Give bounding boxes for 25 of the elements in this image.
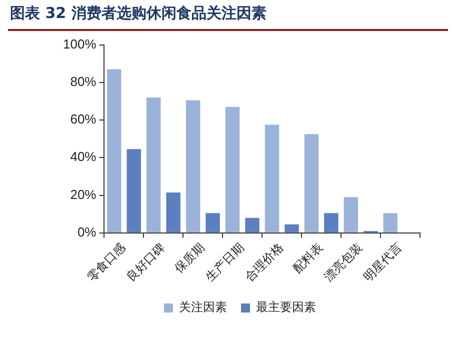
y-tick-label: 0% <box>77 224 97 240</box>
bar <box>126 149 141 232</box>
y-tick-label: 80% <box>70 74 97 89</box>
x-tick-label: 零食口感 <box>84 240 128 284</box>
bar <box>344 197 358 232</box>
legend-label: 关注因素 <box>179 300 227 314</box>
y-tick-label: 20% <box>70 186 97 202</box>
bar <box>225 106 240 232</box>
bar <box>107 69 122 232</box>
bar <box>383 213 398 232</box>
legend-label: 最主要因素 <box>256 300 316 314</box>
bar <box>146 97 161 232</box>
bar <box>304 134 319 232</box>
bar <box>166 192 180 232</box>
bar <box>324 213 338 232</box>
bar <box>264 124 280 232</box>
bar <box>186 100 200 232</box>
bar <box>284 224 299 232</box>
y-tick-label: 100% <box>63 36 97 52</box>
bar <box>245 218 260 232</box>
y-tick-label: 60% <box>70 112 97 127</box>
bar <box>206 213 220 232</box>
x-tick-label: 保质期 <box>172 240 208 276</box>
chart-title: 图表 32 消费者选购休闲食品关注因素 <box>10 4 266 23</box>
y-tick-label: 40% <box>70 149 97 164</box>
